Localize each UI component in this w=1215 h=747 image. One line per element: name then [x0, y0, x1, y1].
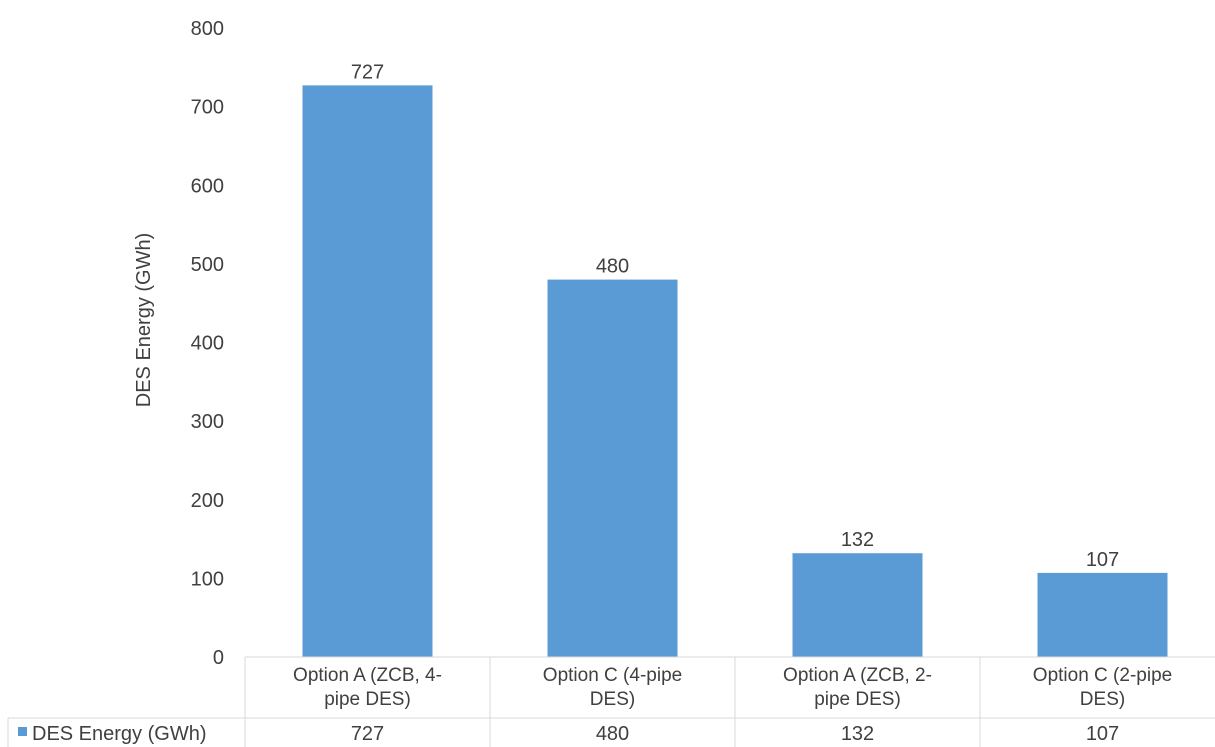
- y-tick-label: 300: [191, 411, 224, 433]
- y-tick-label: 600: [191, 175, 224, 197]
- data-label: 727: [351, 61, 384, 83]
- category-label: Option A (ZCB, 4-: [293, 665, 442, 686]
- bar: [547, 279, 678, 657]
- y-tick-label: 500: [191, 254, 224, 276]
- data-label: 480: [596, 256, 629, 278]
- y-tick-label: 700: [191, 97, 224, 119]
- table-value: 132: [841, 723, 874, 745]
- category-labels: Option A (ZCB, 4- pipe DES) Option C (4-pi…: [293, 665, 1172, 710]
- bars: [302, 85, 1168, 658]
- bar: [1037, 572, 1168, 657]
- bar: [792, 553, 923, 657]
- category-label: Option A (ZCB, 2-: [783, 665, 932, 686]
- data-labels: 727 480 132 107: [351, 61, 1119, 570]
- category-label: Option C (4-pipe: [543, 665, 682, 686]
- category-label: pipe DES): [814, 689, 901, 710]
- legend-key: [18, 727, 27, 736]
- table-value: 107: [1086, 723, 1119, 745]
- category-label: Option C (2-pipe: [1033, 665, 1172, 686]
- data-table-legend-row: DES Energy (GWh): [18, 723, 206, 745]
- category-label: DES): [590, 689, 635, 710]
- y-tick-label: 400: [191, 333, 224, 355]
- y-axis-title: DES Energy (GWh): [133, 233, 155, 407]
- y-tick-label: 800: [191, 18, 224, 40]
- bar: [302, 85, 433, 658]
- data-label: 107: [1086, 549, 1119, 571]
- data-table-values: 727 480 132 107: [351, 723, 1119, 745]
- y-axis-ticks: 0 100 200 300 400 500 600 700 800: [191, 18, 224, 669]
- data-label: 132: [841, 529, 874, 551]
- legend-series-name: DES Energy (GWh): [32, 723, 206, 745]
- data-table-grid: [7, 656, 1215, 747]
- category-label: DES): [1080, 689, 1125, 710]
- table-value: 480: [596, 723, 629, 745]
- table-value: 727: [351, 723, 384, 745]
- y-tick-label: 200: [191, 490, 224, 512]
- category-label: pipe DES): [324, 689, 411, 710]
- y-tick-label: 100: [191, 568, 224, 590]
- y-tick-label: 0: [213, 647, 224, 669]
